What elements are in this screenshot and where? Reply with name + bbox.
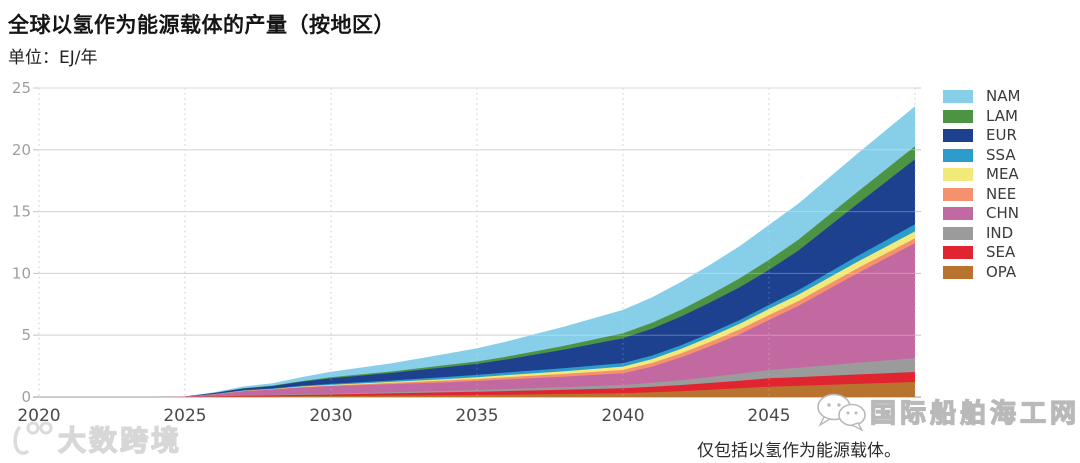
legend-label: LAM xyxy=(986,106,1018,125)
chart-legend: NAM LAM EUR SSA MEA NEE CHN IND SEA OPA xyxy=(943,87,1021,285)
legend-label: IND xyxy=(986,223,1014,242)
legend-swatch xyxy=(943,207,973,220)
legend-swatch xyxy=(943,109,973,123)
legend-label: SSA xyxy=(986,145,1016,164)
x-tick-label: 2025 xyxy=(163,406,206,426)
x-tick-label: 2030 xyxy=(309,406,352,426)
legend-item-NAM: NAM xyxy=(943,87,1021,105)
legend-swatch xyxy=(943,265,973,279)
legend-item-OPA: OPA xyxy=(943,262,1020,281)
legend-swatch xyxy=(943,187,973,201)
legend-label: OPA xyxy=(986,262,1017,281)
y-tick-label: 20 xyxy=(12,141,31,159)
legend-label: SEA xyxy=(986,243,1016,261)
area-OPA xyxy=(39,382,915,397)
legend-swatch xyxy=(943,168,973,181)
y-tick-label: 0 xyxy=(21,388,31,406)
y-tick-label: 15 xyxy=(12,203,31,221)
y-tick-label: 25 xyxy=(12,80,31,97)
x-tick-label: 2035 xyxy=(455,406,498,426)
legend-swatch xyxy=(943,246,973,259)
legend-label: EUR xyxy=(986,126,1017,144)
x-tick-label: 2045 xyxy=(747,406,790,426)
legend-label: NAM xyxy=(986,87,1021,105)
legend-swatch xyxy=(943,129,973,142)
legend-swatch xyxy=(943,90,973,103)
chart-title: 全球以氢作为能源载体的产量（按地区） xyxy=(8,13,395,37)
legend-item-EUR: EUR xyxy=(943,126,1020,144)
y-tick-label: 5 xyxy=(21,326,31,344)
chart-unit-label: 单位：EJ/年 xyxy=(8,48,98,68)
legend-label: MEA xyxy=(986,165,1019,183)
legend-item-SSA: SSA xyxy=(943,145,1020,164)
legend-item-MEA: MEA xyxy=(943,165,1020,183)
stacked-area-chart: 0 5 10 15 20 25 2020 2025 2030 2035 2040 2045 xyxy=(0,79,930,440)
legend-label: NEE xyxy=(986,184,1017,203)
chart-footnote: 仅包括以氢作为能源载体。 xyxy=(697,441,901,461)
x-tick-label: 2040 xyxy=(601,406,644,426)
y-tick-label: 10 xyxy=(12,264,31,282)
legend-swatch xyxy=(943,226,973,240)
legend-item-IND: IND xyxy=(943,223,1020,242)
legend-item-NEE: NEE xyxy=(943,184,1020,203)
legend-swatch xyxy=(943,148,973,162)
area-EUR xyxy=(39,159,915,397)
legend-label: CHN xyxy=(986,204,1019,222)
legend-item-LAM: LAM xyxy=(943,106,1020,125)
legend-item-SEA: SEA xyxy=(943,243,1020,261)
x-tick-label: 2020 xyxy=(17,406,60,426)
legend-item-CHN: CHN xyxy=(943,204,1020,222)
area-CHN xyxy=(39,243,915,397)
